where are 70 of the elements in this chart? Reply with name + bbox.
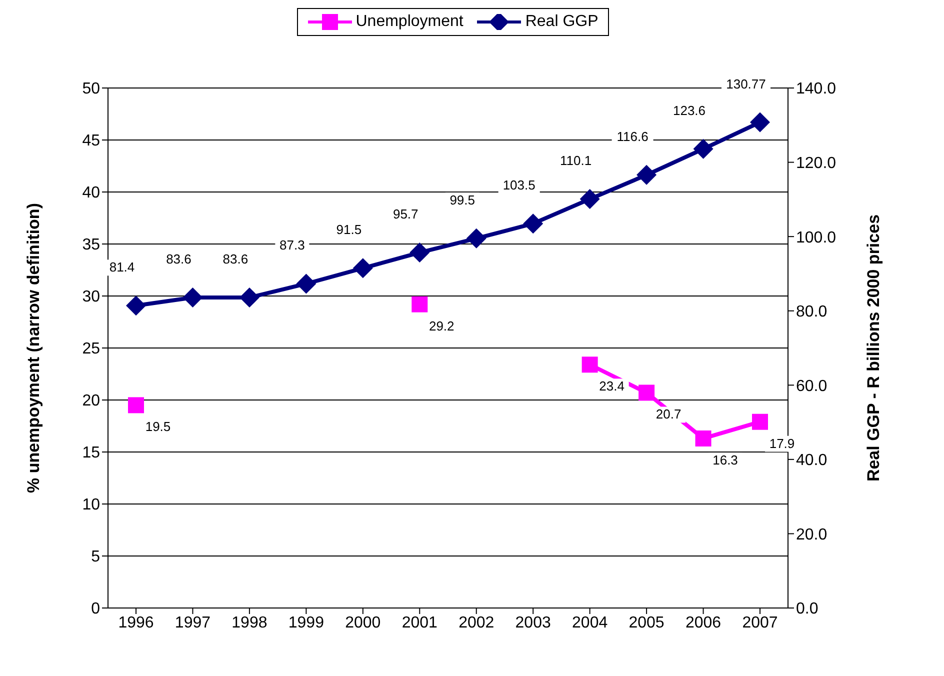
point: [752, 414, 768, 430]
x-tick-label: 1998: [232, 614, 268, 632]
data-label: 110.1: [560, 153, 592, 168]
data-label: 123.6: [673, 102, 706, 118]
point: [182, 287, 203, 308]
data-label: 81.4: [109, 260, 135, 275]
x-tick-label: 1997: [174, 614, 211, 632]
data-label: 130.77: [726, 76, 766, 92]
y-tick-label: 0: [91, 600, 100, 618]
y2-tick-label: 100.0: [796, 229, 836, 246]
y2-tick-label: 80.0: [796, 304, 828, 321]
point: [638, 384, 655, 401]
y2-tick-label: 20.0: [796, 526, 828, 544]
x-tick-label: 2001: [402, 614, 438, 632]
point: [352, 258, 373, 278]
y-tick-label: 30: [82, 288, 100, 306]
point: [580, 189, 600, 210]
data-label: 16.3: [712, 452, 738, 468]
point: [296, 274, 316, 294]
y2-tick-label: 0.0: [796, 600, 818, 618]
data-label: 95.7: [392, 206, 418, 222]
legend-label: Unemployment: [354, 13, 464, 31]
y-tick-label: 40: [82, 184, 100, 202]
y-tick-label: 10: [82, 496, 100, 514]
x-tick-label: 1999: [288, 614, 324, 632]
data-label: 17.9: [769, 436, 795, 451]
x-tick-label: 1996: [118, 614, 154, 632]
data-label: 29.2: [428, 318, 454, 334]
x-tick-label: 2006: [685, 614, 722, 632]
point: [128, 397, 144, 414]
x-tick-label: 2002: [458, 614, 494, 632]
data-label: 83.6: [166, 251, 192, 266]
point: [523, 214, 544, 234]
y-tick-label: 35: [82, 236, 100, 254]
x-tick-label: 2004: [572, 614, 608, 632]
data-label: 116.6: [616, 128, 648, 144]
y-tick-label: 15: [82, 444, 100, 462]
data-label: 20.7: [656, 406, 682, 422]
y-tick-label: 50: [82, 80, 100, 98]
point: [636, 164, 657, 185]
point: [582, 356, 598, 373]
point: [126, 296, 146, 316]
y-axis-title: % unempoyment (narrow definition): [24, 203, 44, 493]
point: [693, 138, 714, 159]
x-tick-label: 2007: [742, 614, 778, 632]
y-tick-label: 20: [82, 392, 100, 410]
y2-tick-label: 120.0: [796, 154, 836, 172]
x-tick-label: 2003: [515, 614, 551, 632]
y-tick-label: 25: [82, 340, 100, 358]
point: [466, 228, 486, 248]
y2-tick-label: 40.0: [796, 452, 828, 470]
data-label: 87.3: [280, 238, 305, 253]
x-tick-label: 2005: [628, 614, 664, 632]
data-label: 103.5: [502, 178, 536, 193]
y-tick-label: 5: [91, 548, 100, 566]
x-tick-label: 2000: [345, 614, 381, 632]
data-label: 23.4: [599, 378, 624, 394]
data-label: 99.5: [450, 192, 476, 208]
y2-axis-title: Real GGP - R billions 2000 prices: [864, 214, 884, 482]
point: [410, 242, 430, 263]
data-label: 83.6: [222, 251, 248, 266]
y2-tick-label: 140.0: [796, 80, 836, 98]
point: [695, 430, 712, 446]
legend-label: Real GGP: [524, 13, 598, 31]
y-tick-label: 45: [82, 132, 100, 150]
data-label: 19.5: [145, 419, 171, 434]
y2-tick-label: 60.0: [796, 378, 828, 395]
data-label: 91.5: [336, 222, 362, 238]
point: [750, 112, 770, 132]
point: [412, 296, 428, 312]
